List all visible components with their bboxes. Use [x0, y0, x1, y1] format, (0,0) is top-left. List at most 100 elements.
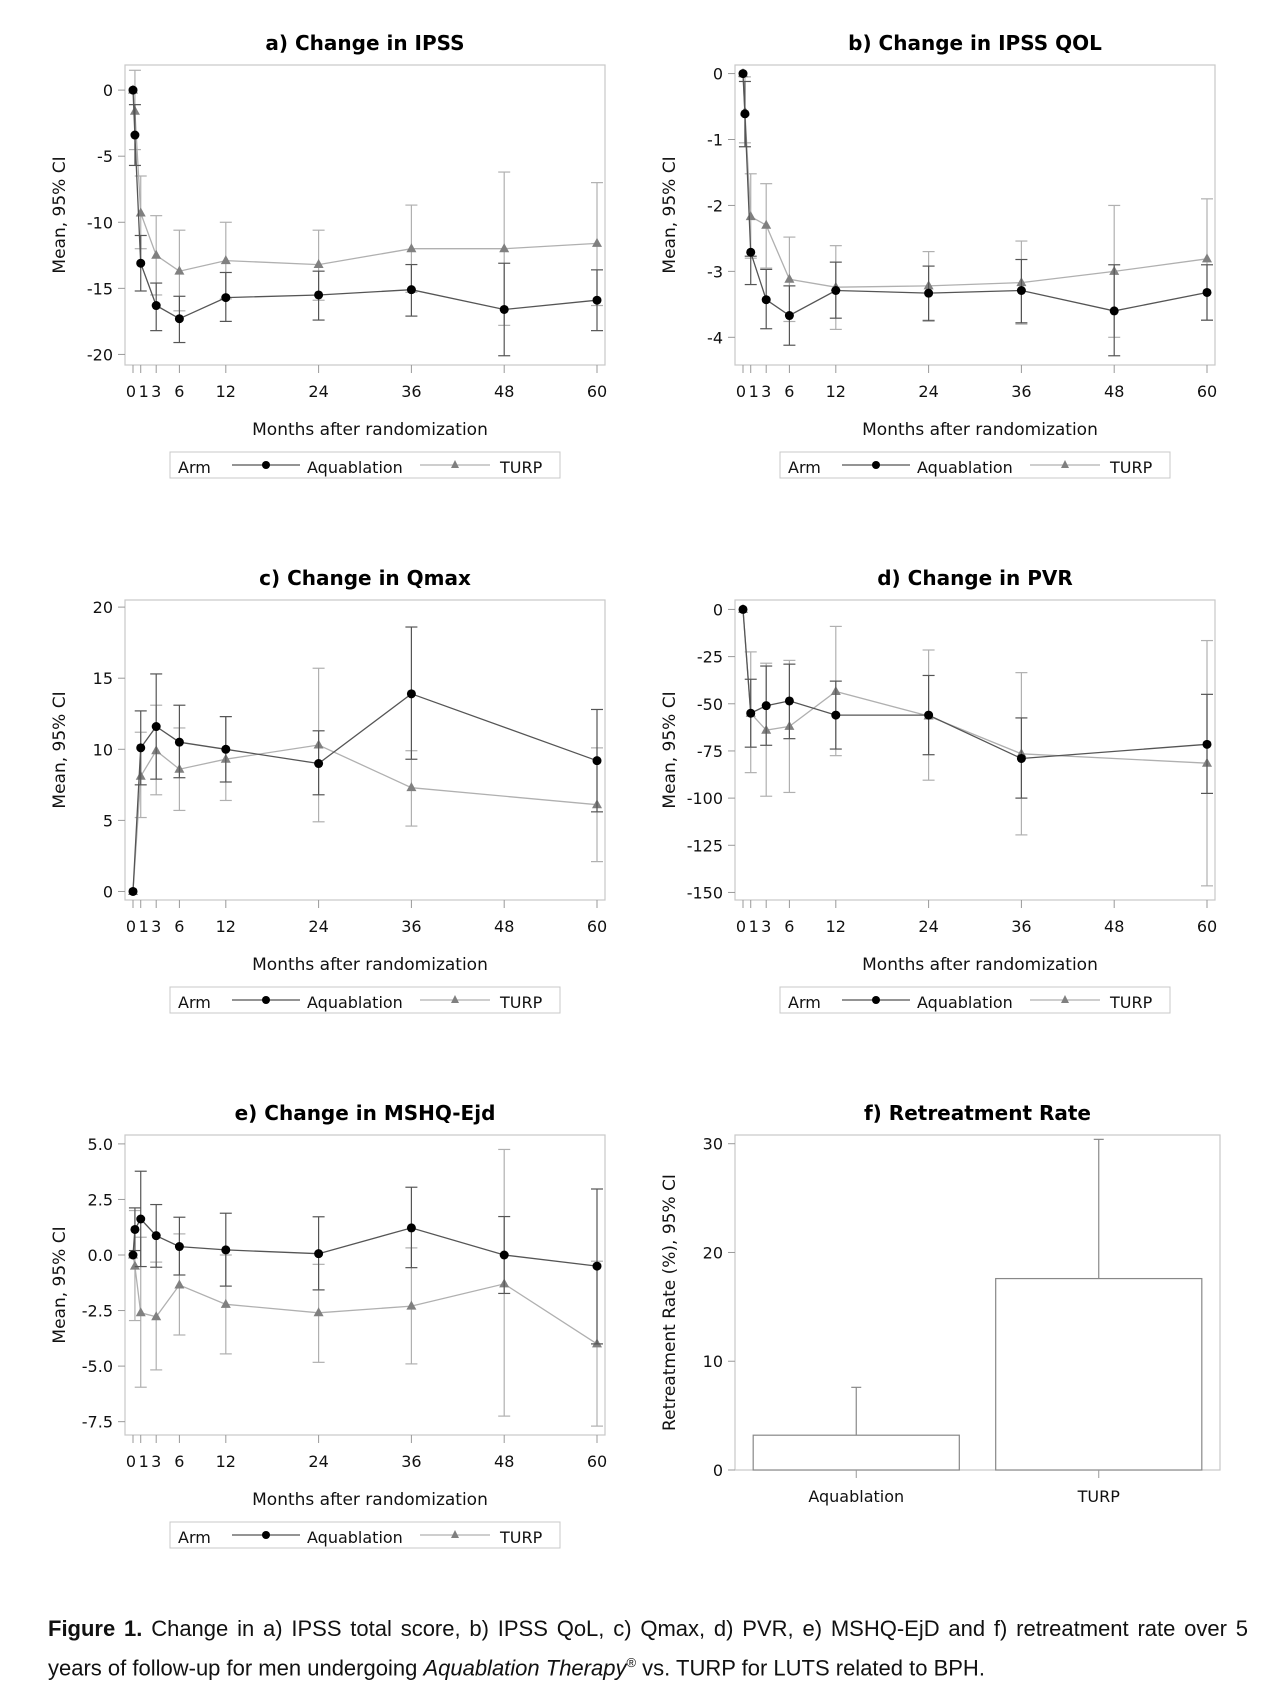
aquablation-point — [221, 293, 231, 303]
x-tick-label: 48 — [494, 382, 514, 401]
turp-point — [313, 259, 324, 269]
y-tick-label: 30 — [703, 1135, 723, 1154]
y-tick-label: -7.5 — [82, 1413, 113, 1432]
legend-aquablation-marker — [872, 996, 880, 1004]
turp-point — [220, 1298, 231, 1308]
x-tick-label: 24 — [918, 382, 938, 401]
legend-aquablation-label: Aquablation — [917, 458, 1013, 477]
x-tick-label: 24 — [918, 917, 938, 936]
turp-line — [132, 90, 598, 272]
y-tick-label: -150 — [687, 883, 723, 902]
aquablation-point — [924, 710, 934, 720]
y-tick-label: 0 — [713, 600, 723, 619]
x-tick-label: 0 — [126, 917, 136, 936]
y-tick-label: -100 — [687, 789, 723, 808]
turp-point — [406, 1300, 417, 1310]
legend-turp-label: TURP — [1109, 993, 1153, 1012]
y-tick-label: 15 — [93, 669, 113, 688]
y-axis-label: Mean, 95% CI — [660, 691, 680, 808]
x-axis-label: Months after randomization — [862, 955, 1098, 975]
y-tick-label: -15 — [87, 279, 113, 298]
y-tick-label: -10 — [87, 213, 113, 232]
aquablation-point — [784, 311, 794, 321]
legend-turp-label: TURP — [499, 458, 543, 477]
y-tick-label: 0 — [713, 65, 723, 84]
y-tick-label: 2.5 — [88, 1190, 113, 1209]
legend-aquablation-marker — [262, 1531, 270, 1539]
aquablation-line — [132, 693, 598, 892]
aquablation-line — [742, 73, 1208, 317]
x-tick-label: 1 — [749, 917, 759, 936]
plot-frame — [124, 599, 606, 901]
aquablation-point — [1202, 739, 1212, 749]
turp-point — [220, 255, 231, 265]
panel-c-qmax: c) Change in Qmax 0 5 10 15 20 0 1 3 6 12 24 36 48 60 M… — [30, 555, 630, 1075]
aquablation-point — [738, 69, 748, 79]
turp-point — [1202, 253, 1212, 263]
x-tick-label: 36 — [1011, 917, 1031, 936]
aquablation-point — [136, 743, 146, 753]
aquablation-point — [1016, 285, 1026, 295]
plot-frame — [734, 599, 1216, 901]
x-tick-label: 3 — [151, 382, 161, 401]
chart-title: d) Change in PVR — [877, 566, 1073, 590]
aquablation-point — [314, 759, 324, 769]
turp-point — [406, 243, 417, 253]
aquablation-point — [128, 85, 138, 95]
y-tick-label: -3 — [707, 262, 723, 281]
x-axis-label: Months after randomization — [862, 420, 1098, 440]
y-tick-label: -125 — [687, 836, 723, 855]
y-axis-label: Mean, 95% CI — [50, 156, 70, 273]
aquablation-point — [130, 1224, 140, 1234]
caption-label: Figure 1. — [48, 1616, 143, 1641]
plot-frame — [734, 1134, 1221, 1471]
x-tick-label: 3 — [761, 917, 771, 936]
y-tick-label: -5.0 — [82, 1357, 113, 1376]
caption-text-1: Change in a) IPSS total score, b) IPSS Q… — [48, 1616, 1249, 1681]
y-axis-label: Retreatment Rate (%), 95% CI — [660, 1174, 680, 1431]
x-tick-label: 3 — [151, 917, 161, 936]
turp-point — [406, 782, 417, 792]
x-tick-label: 12 — [826, 917, 846, 936]
x-tick-label: 48 — [494, 1452, 514, 1471]
x-tick-label: 12 — [216, 1452, 236, 1471]
x-tick-label: 1 — [749, 382, 759, 401]
panel-b-ipss-qol: b) Change in IPSS QOL 0 -1 -2 -3 -4 0 1 3 6 12 24 36… — [640, 20, 1240, 540]
x-tick-label: 6 — [174, 917, 184, 936]
y-tick-label: -75 — [697, 742, 723, 761]
turp-line — [742, 73, 1208, 288]
y-tick-label: -2.5 — [82, 1302, 113, 1321]
x-tick-label: 12 — [826, 382, 846, 401]
aquablation-point — [406, 689, 416, 699]
y-tick-label: -20 — [87, 345, 113, 364]
aquablation-point — [174, 1242, 184, 1252]
x-tick-label: 6 — [174, 382, 184, 401]
aquablation-point — [130, 130, 140, 140]
plot-frame — [124, 1134, 606, 1436]
x-tick-label: 36 — [401, 917, 421, 936]
x-axis-label: Months after randomization — [252, 1490, 488, 1510]
x-tick-label: 36 — [401, 382, 421, 401]
y-tick-label: 0 — [713, 1461, 723, 1480]
x-tick-label: 60 — [587, 917, 607, 936]
x-tick-label: 3 — [761, 382, 771, 401]
turp-line — [132, 1254, 598, 1345]
turp-point — [592, 237, 602, 247]
plot-frame — [734, 64, 1216, 366]
x-tick-label: 60 — [587, 1452, 607, 1471]
panel-d-pvr: d) Change in PVR 0 -25 -50 -75 -100 -125 -150 0 1… — [640, 555, 1240, 1075]
aquablation-point — [592, 295, 602, 305]
y-tick-label: 20 — [93, 598, 113, 617]
x-tick-label: 1 — [139, 917, 149, 936]
y-axis-label: Mean, 95% CI — [660, 156, 680, 273]
y-tick-label: -5 — [97, 147, 113, 166]
x-tick-label: 0 — [736, 917, 746, 936]
y-tick-label: -25 — [697, 648, 723, 667]
legend-turp-marker — [1061, 995, 1069, 1003]
y-tick-label: 20 — [703, 1243, 723, 1262]
turp-point — [745, 211, 756, 221]
aquablation-point — [151, 301, 161, 311]
